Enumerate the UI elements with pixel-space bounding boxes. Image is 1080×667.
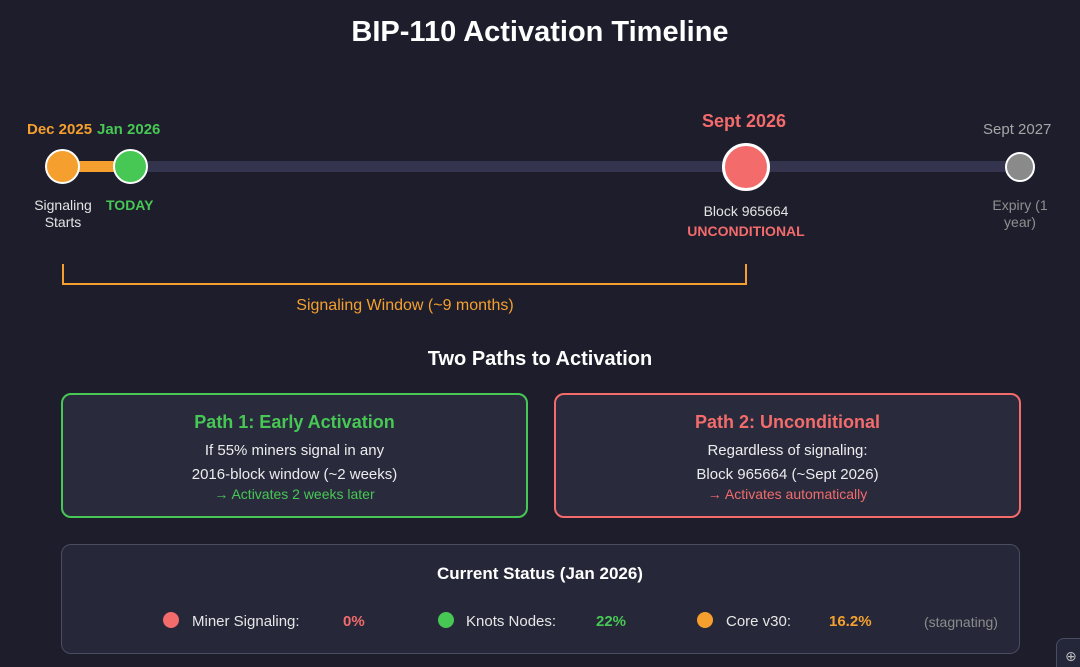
path-card-note: → Activates automatically bbox=[707, 486, 868, 502]
signaling-window-label: Signaling Window (~9 months) bbox=[296, 297, 514, 314]
paths-section-title: Two Paths to Activation bbox=[427, 348, 653, 370]
milestone-label-block: Block 965664 bbox=[703, 203, 789, 219]
zoom-in-icon: ⊕ bbox=[1065, 648, 1077, 664]
status-label-miner-signaling: Miner Signaling: bbox=[192, 613, 300, 630]
milestone-label-expiry: Expiry (1 year) bbox=[992, 197, 1048, 230]
milestone-date-sept-2027: Sept 2027 bbox=[983, 121, 1052, 138]
path-card-unconditional: Path 2: Unconditional Regardless of sign… bbox=[554, 393, 1021, 518]
status-label-knots-nodes: Knots Nodes: bbox=[466, 613, 557, 630]
timeline-progress bbox=[62, 161, 132, 172]
path-card-line: Regardless of signaling: bbox=[707, 442, 868, 459]
path-card-title: Path 2: Unconditional bbox=[694, 412, 880, 432]
milestone-label-today: TODAY bbox=[106, 197, 154, 213]
status-label-core-v30: Core v30: bbox=[726, 613, 792, 630]
path-card-note: → Activates 2 weeks later bbox=[214, 486, 375, 502]
signaling-window-bracket bbox=[62, 264, 747, 285]
milestone-dot-today bbox=[113, 149, 148, 184]
status-note-stagnating: (stagnating) bbox=[924, 614, 998, 630]
milestone-label-unconditional: UNCONDITIONAL bbox=[687, 223, 805, 239]
status-title: Current Status (Jan 2026) bbox=[437, 564, 643, 583]
status-value-core-v30: 16.2% bbox=[829, 613, 872, 630]
miner-signaling-dot-icon bbox=[163, 612, 179, 628]
path-card-line: Block 965664 (~Sept 2026) bbox=[696, 466, 879, 483]
milestone-date-sept-2026: Sept 2026 bbox=[702, 111, 787, 131]
knots-nodes-dot-icon bbox=[438, 612, 454, 628]
status-value-knots-nodes: 22% bbox=[596, 613, 627, 630]
current-status-panel: Current Status (Jan 2026) Miner Signalin… bbox=[61, 544, 1020, 654]
milestone-dot-unconditional bbox=[722, 143, 770, 191]
milestone-date-jan-2026: Jan 2026 bbox=[97, 121, 161, 138]
page-title: BIP-110 Activation Timeline bbox=[351, 16, 729, 48]
core-v30-dot-icon bbox=[697, 612, 713, 628]
milestone-label-signaling-starts: Signaling Starts bbox=[34, 197, 92, 230]
path-card-early-activation: Path 1: Early Activation If 55% miners s… bbox=[61, 393, 528, 518]
path-card-line: 2016-block window (~2 weeks) bbox=[191, 466, 398, 483]
milestone-date-dec-2025: Dec 2025 bbox=[27, 121, 93, 138]
zoom-button[interactable]: ⊕ bbox=[1056, 638, 1080, 667]
milestone-dot-signaling-start bbox=[45, 149, 80, 184]
timeline-track bbox=[62, 161, 1020, 172]
milestone-dot-expiry bbox=[1005, 152, 1035, 182]
path-card-title: Path 1: Early Activation bbox=[194, 412, 395, 432]
status-value-miner-signaling: 0% bbox=[343, 613, 365, 630]
path-card-line: If 55% miners signal in any bbox=[204, 442, 385, 459]
